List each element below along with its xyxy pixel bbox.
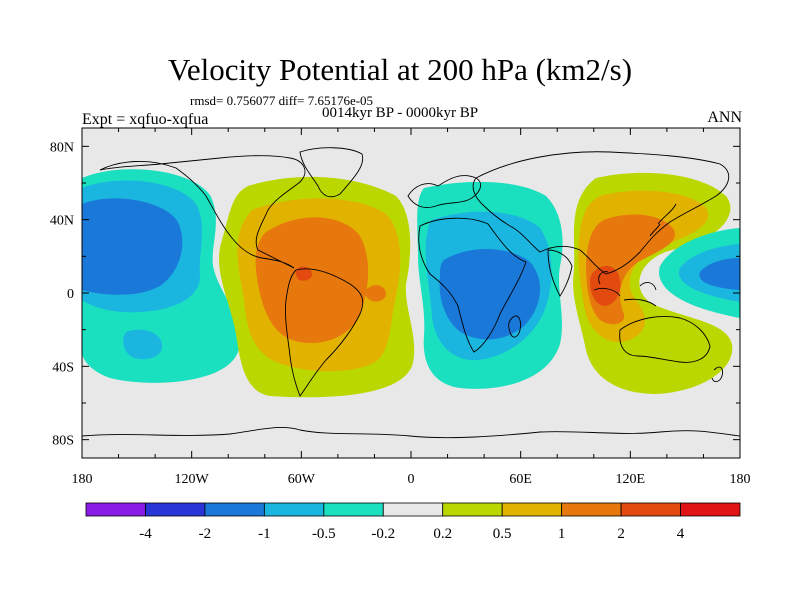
coast-india	[547, 249, 573, 297]
coast-africa	[418, 217, 527, 353]
colorbar-swatch	[323, 502, 384, 517]
coast-south-america	[285, 268, 364, 397]
contour-pacific-neg-05-south	[123, 329, 163, 360]
experiment-label: Expt = xqfuo-xqfua	[82, 111, 209, 128]
season-label: ANN	[707, 109, 742, 126]
coast-maritime-islands	[593, 271, 657, 307]
axes: 180 120W 60W 0 60E 120E 180 80N 40N 0 40S 80S	[50, 128, 751, 487]
colorbar-label: -0.5	[312, 526, 336, 542]
contour-maritime-pos-2	[590, 265, 621, 306]
x-tick-label: 180	[730, 472, 751, 487]
y-tick-label: 40S	[52, 360, 74, 375]
x-tick-label: 60E	[509, 472, 532, 487]
x-tick-label: 180	[72, 472, 93, 487]
contour-americas-pos-1-atlantic	[365, 285, 386, 302]
colorbar-swatch	[620, 502, 681, 517]
colorbar-swatch	[85, 502, 146, 517]
colorbar: -4 -2 -1 -0.5 -0.2 0.2 0.5 1 2 4	[85, 502, 741, 542]
colorbar-swatch	[680, 502, 741, 517]
colorbar-swatch	[561, 502, 622, 517]
colorbar-swatch	[145, 502, 206, 517]
x-tick-label: 60W	[288, 472, 316, 487]
colorbar-label: 4	[677, 526, 685, 542]
y-tick-label: 80N	[50, 140, 74, 155]
x-tick-label: 120W	[175, 472, 210, 487]
coast-new-zealand	[711, 366, 723, 383]
y-tick-label: 0	[67, 287, 74, 302]
coast-north-america	[99, 155, 306, 269]
colorbar-label: -0.2	[371, 526, 395, 542]
contour-wpac-neg-1	[699, 258, 740, 290]
colorbar-swatch	[501, 502, 563, 517]
y-tick-label: 40N	[50, 214, 74, 229]
chart-title: Velocity Potential at 200 hPa (km2/s)	[167, 52, 633, 87]
coast-europe	[407, 175, 481, 208]
colorbar-swatch	[382, 502, 444, 517]
colorbar-label: -1	[258, 526, 271, 542]
colorbar-label: 0.2	[433, 526, 452, 542]
colorbar-label: 1	[558, 526, 566, 542]
coastlines	[82, 147, 740, 439]
colorbar-label: 2	[617, 526, 625, 542]
colorbar-label: 0.5	[493, 526, 512, 542]
coast-japan	[649, 203, 677, 237]
colorbar-label: -4	[139, 526, 152, 542]
contour-americas-pos-1	[255, 217, 369, 344]
coast-greenland	[299, 147, 364, 198]
x-tick-label: 120E	[616, 472, 646, 487]
colorbar-swatch	[442, 502, 503, 517]
coast-madagascar	[508, 315, 521, 338]
coast-antarctica	[82, 427, 740, 439]
coast-australia	[619, 316, 711, 363]
colorbar-swatch	[204, 502, 265, 517]
contour-americas-pos-2	[295, 266, 312, 281]
contour-africa-neg-1	[439, 248, 541, 340]
coast-asia	[472, 151, 730, 275]
x-tick-label: 0	[408, 472, 415, 487]
contour-field	[82, 169, 740, 398]
y-tick-label: 80S	[52, 434, 74, 449]
stats-text: rmsd= 0.756077 diff= 7.65176e-05	[190, 93, 374, 108]
colorbar-label: -2	[199, 526, 212, 542]
contour-pacific-neg-1	[82, 198, 183, 295]
period-text: 0014kyr BP - 0000kyr BP	[321, 105, 479, 121]
colorbar-swatch	[263, 502, 325, 517]
